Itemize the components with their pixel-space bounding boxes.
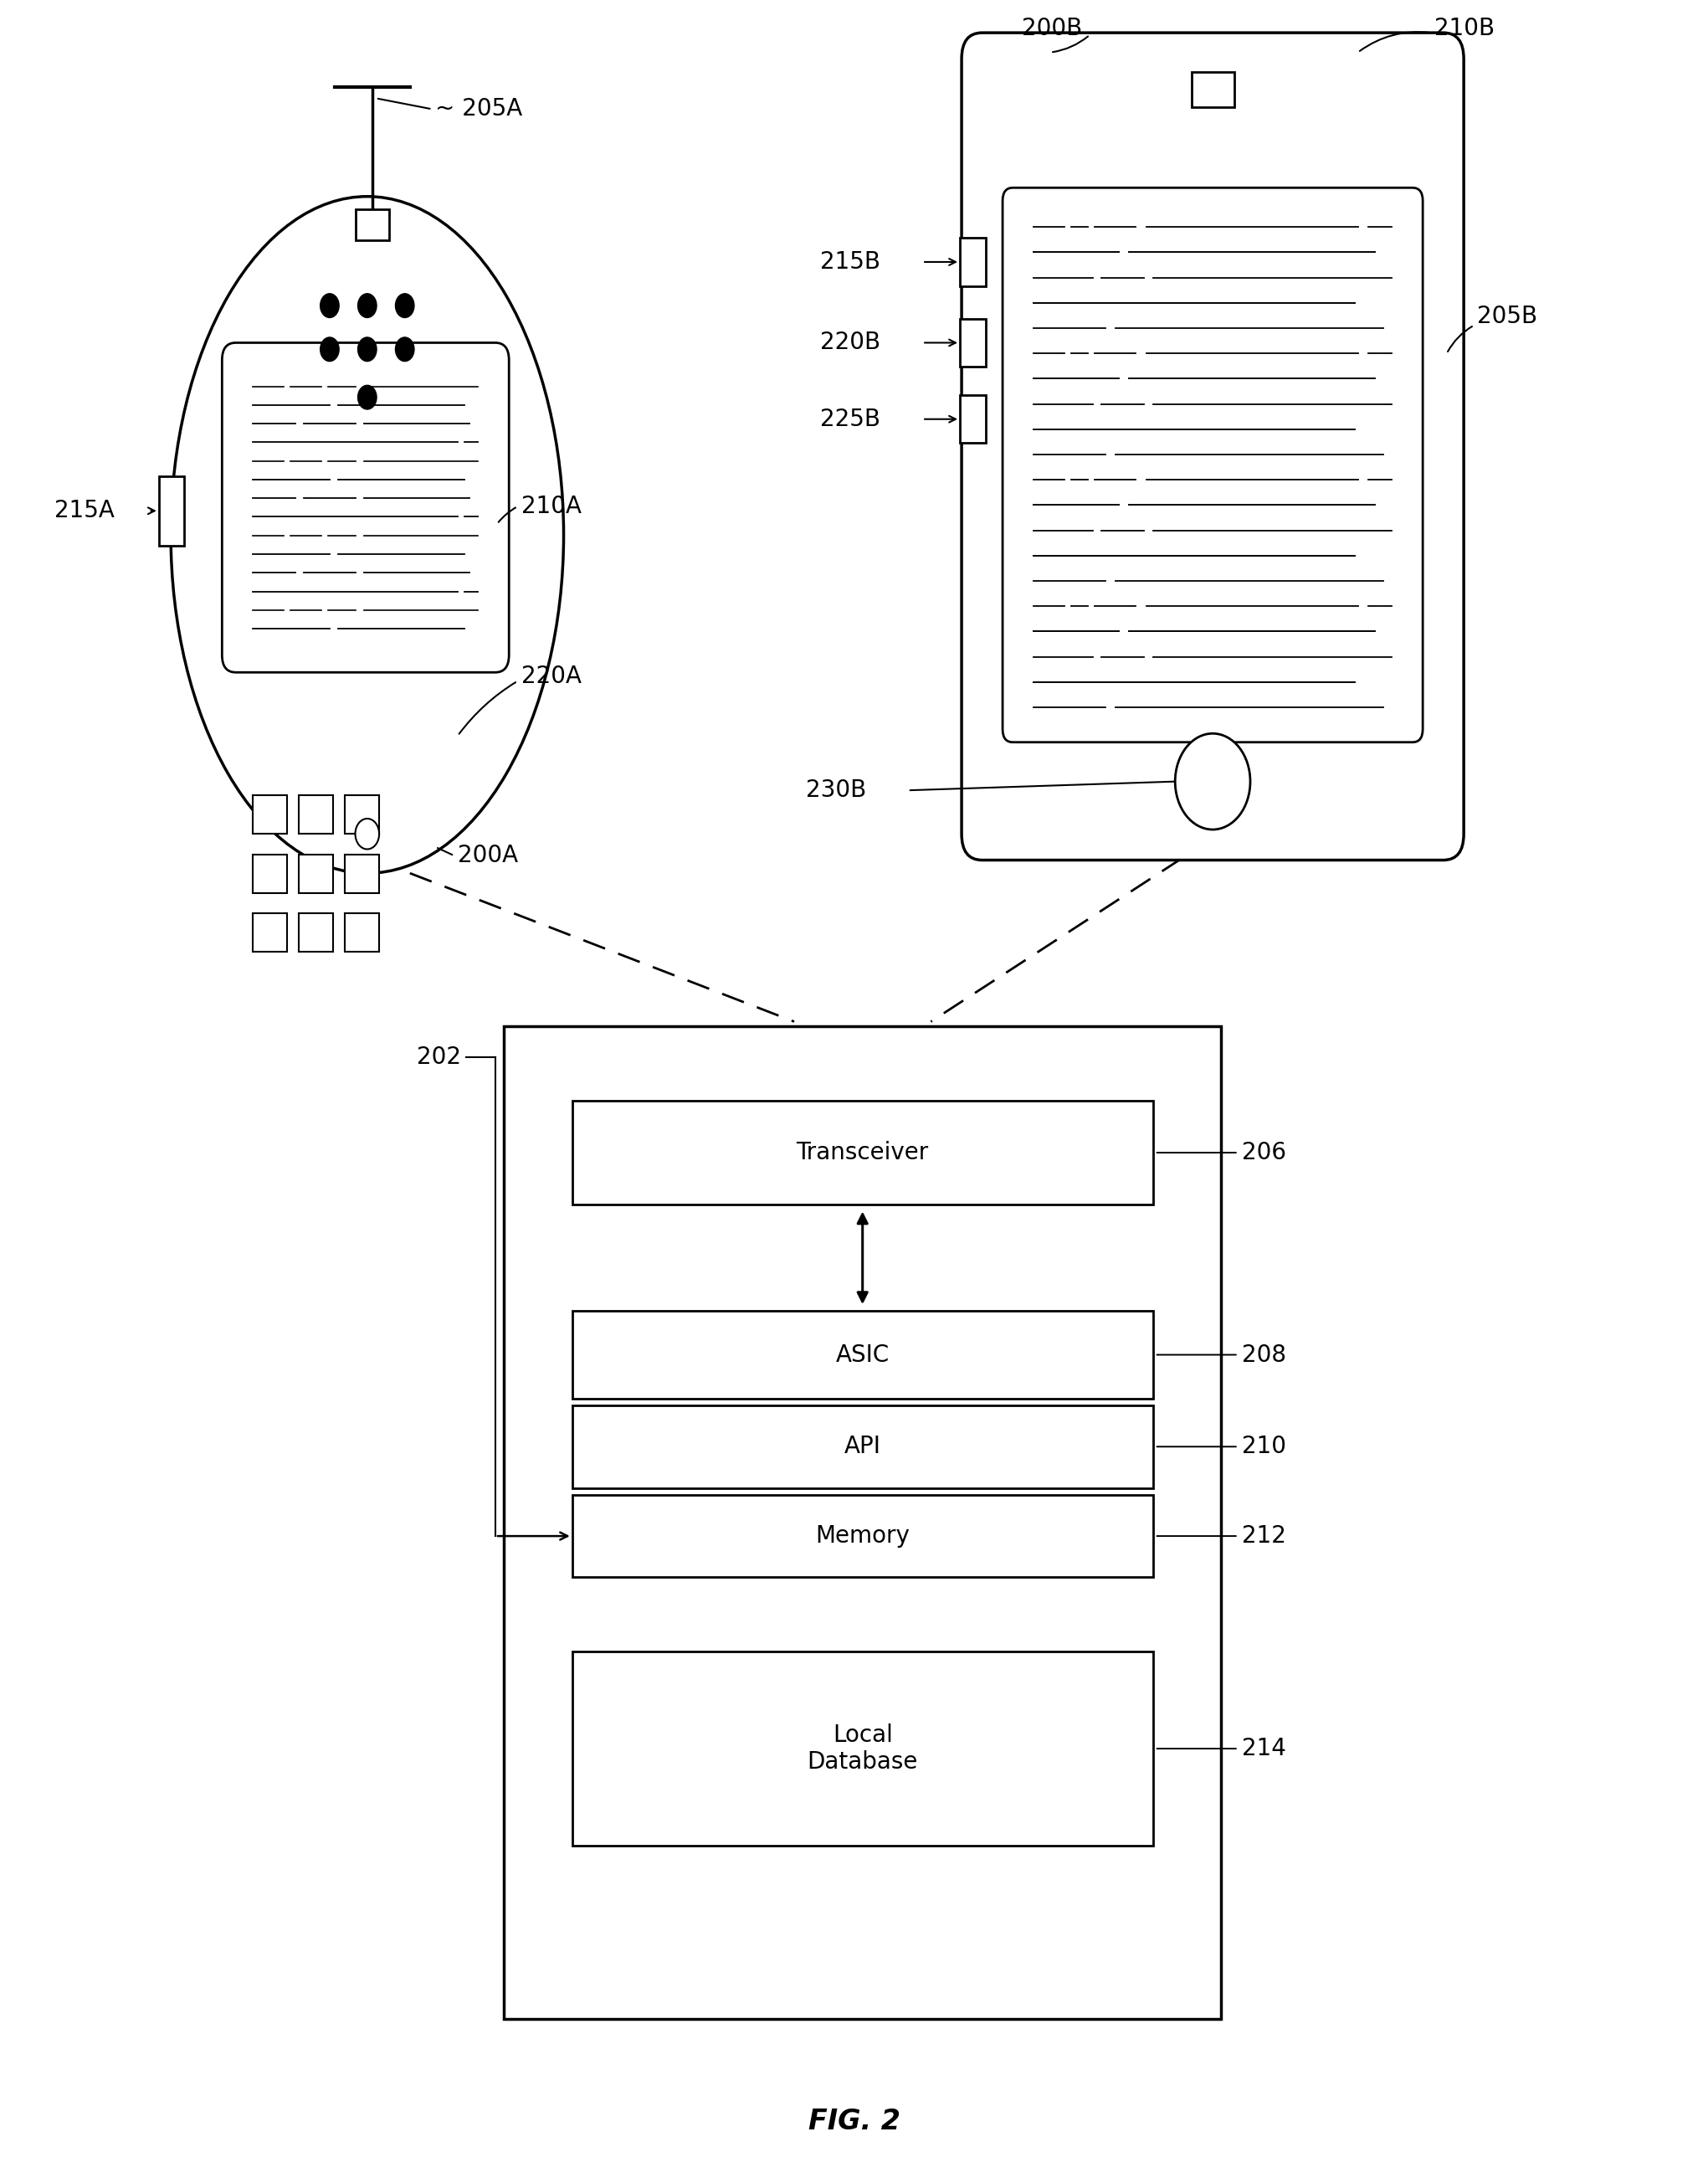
Ellipse shape xyxy=(171,196,564,873)
Text: 220B: 220B xyxy=(820,332,880,354)
Text: 210A: 210A xyxy=(521,496,581,517)
Circle shape xyxy=(321,293,338,317)
Text: 230B: 230B xyxy=(806,779,866,801)
Text: ~ 205A: ~ 205A xyxy=(436,98,523,120)
Text: Memory: Memory xyxy=(815,1524,910,1548)
Circle shape xyxy=(359,384,376,410)
Bar xyxy=(299,912,333,952)
Text: ASIC: ASIC xyxy=(835,1343,890,1367)
Bar xyxy=(345,912,379,952)
Bar xyxy=(345,854,379,893)
Bar xyxy=(345,795,379,834)
Circle shape xyxy=(359,293,376,317)
Bar xyxy=(572,1406,1153,1489)
Bar xyxy=(572,1653,1153,1845)
Bar xyxy=(572,1312,1153,1399)
Text: 215B: 215B xyxy=(820,251,880,273)
Bar xyxy=(299,854,333,893)
Bar xyxy=(960,319,986,367)
Bar xyxy=(504,1026,1221,2019)
Circle shape xyxy=(355,819,379,849)
Text: 202: 202 xyxy=(417,1046,461,1067)
Text: 205B: 205B xyxy=(1477,306,1537,327)
Text: 206: 206 xyxy=(1242,1142,1286,1164)
Bar xyxy=(1192,72,1233,107)
Circle shape xyxy=(395,338,413,362)
FancyBboxPatch shape xyxy=(1003,188,1423,742)
Text: 200B: 200B xyxy=(1021,17,1081,39)
Bar xyxy=(253,854,287,893)
Text: 214: 214 xyxy=(1242,1738,1286,1759)
Bar xyxy=(572,1100,1153,1205)
FancyBboxPatch shape xyxy=(222,343,509,672)
Text: 210B: 210B xyxy=(1435,17,1494,39)
FancyBboxPatch shape xyxy=(962,33,1464,860)
Circle shape xyxy=(359,338,376,362)
Bar xyxy=(355,210,389,240)
Bar xyxy=(299,795,333,834)
Text: 210: 210 xyxy=(1242,1434,1286,1458)
Text: 200A: 200A xyxy=(458,845,518,867)
Bar xyxy=(572,1495,1153,1578)
Text: 220A: 220A xyxy=(521,666,581,688)
Bar xyxy=(960,395,986,443)
Circle shape xyxy=(1175,733,1250,830)
Text: 212: 212 xyxy=(1242,1524,1286,1548)
Bar xyxy=(159,476,184,546)
Circle shape xyxy=(395,293,413,317)
Circle shape xyxy=(321,338,338,362)
Text: 225B: 225B xyxy=(820,408,880,430)
Text: 215A: 215A xyxy=(55,500,114,522)
Bar xyxy=(253,795,287,834)
Text: FIG. 2: FIG. 2 xyxy=(808,2109,900,2135)
Text: Local
Database: Local Database xyxy=(808,1722,917,1775)
Text: API: API xyxy=(844,1434,881,1458)
Bar xyxy=(253,912,287,952)
Bar xyxy=(960,238,986,286)
Text: Transceiver: Transceiver xyxy=(796,1142,929,1164)
Text: 208: 208 xyxy=(1242,1343,1286,1367)
